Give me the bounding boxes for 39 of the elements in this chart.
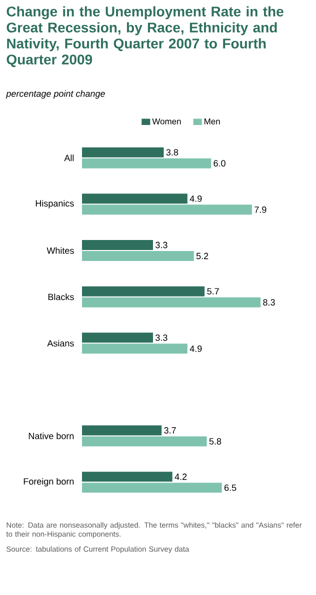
data-label: 3.3 bbox=[156, 242, 168, 248]
y-tick-label: Blacks bbox=[48, 294, 74, 300]
y-tick-label: Hispanics bbox=[36, 200, 74, 208]
bar bbox=[82, 332, 153, 343]
bar bbox=[82, 194, 188, 204]
data-label: 8.3 bbox=[263, 299, 275, 306]
data-label: 3.8 bbox=[166, 149, 178, 156]
bar bbox=[82, 297, 261, 308]
chart-subtitle: percentage point change bbox=[6, 90, 105, 99]
data-label: 4.2 bbox=[174, 474, 187, 480]
data-label: 6.5 bbox=[224, 484, 236, 491]
data-label: 4.9 bbox=[190, 345, 202, 352]
y-tick-label: Whites bbox=[46, 247, 74, 254]
bar bbox=[82, 472, 172, 482]
data-label: 4.9 bbox=[190, 195, 202, 202]
chart-title: Change in the Unemployment Rate in the Great Recession, by Race, Ethnicity and Nativity, Fourth Quarter 2007 to Fourth Quarter 2009 bbox=[6, 6, 284, 68]
bar bbox=[82, 147, 164, 158]
bar bbox=[82, 251, 194, 262]
bar bbox=[82, 425, 162, 436]
bar bbox=[82, 204, 252, 215]
legend-label: Men bbox=[204, 118, 220, 124]
bar bbox=[82, 344, 188, 354]
legend-label: Women bbox=[152, 118, 181, 124]
y-tick-label: Native born bbox=[28, 432, 74, 440]
data-label: 5.7 bbox=[207, 288, 219, 294]
bar bbox=[82, 240, 153, 250]
data-label: 3.3 bbox=[156, 334, 168, 341]
data-label: 3.7 bbox=[164, 427, 176, 434]
y-tick-label: Foreign born bbox=[24, 478, 74, 486]
y-tick-label: Asians bbox=[47, 340, 74, 346]
bar bbox=[82, 158, 212, 168]
bar bbox=[82, 286, 205, 296]
data-label: 7.9 bbox=[254, 206, 266, 213]
data-label: 5.8 bbox=[209, 438, 222, 445]
y-tick-label: All bbox=[64, 154, 74, 162]
data-label: 5.2 bbox=[196, 252, 208, 260]
bar bbox=[82, 436, 207, 446]
data-label: 6.0 bbox=[214, 160, 226, 167]
bar bbox=[82, 482, 222, 493]
